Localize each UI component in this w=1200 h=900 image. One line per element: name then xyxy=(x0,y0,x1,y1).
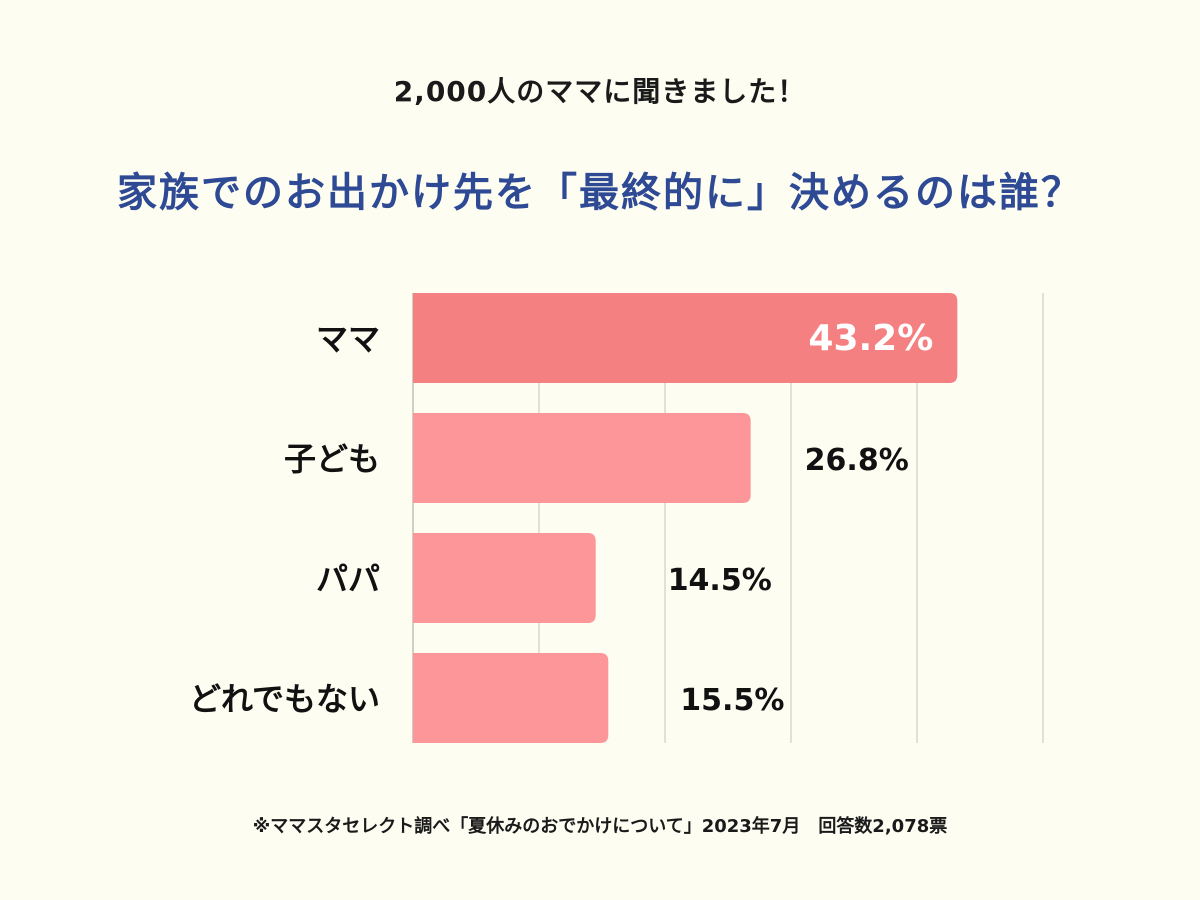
chart-title: 家族でのお出かけ先を「最終的に」決めるのは誰？ xyxy=(117,170,1083,216)
bar-2 xyxy=(413,533,596,623)
category-label: どれでもない xyxy=(189,680,380,718)
source-note: ※ママスタセレクト調べ「夏休みのおでかけについて」2023年7月 回答数2,07… xyxy=(252,816,948,837)
value-label: 26.8% xyxy=(805,443,909,478)
bar-1 xyxy=(413,413,751,503)
bar-3 xyxy=(413,653,609,743)
value-label: 14.5% xyxy=(668,563,772,598)
value-label: 15.5% xyxy=(680,683,784,718)
bar-0 xyxy=(413,293,958,383)
category-label: 子ども xyxy=(284,440,380,478)
chart-subtitle: 2,000人のママに聞きました！ xyxy=(393,75,807,108)
value-label: 43.2% xyxy=(808,318,933,359)
category-label: パパ xyxy=(316,560,380,598)
category-label: ママ xyxy=(316,320,380,358)
